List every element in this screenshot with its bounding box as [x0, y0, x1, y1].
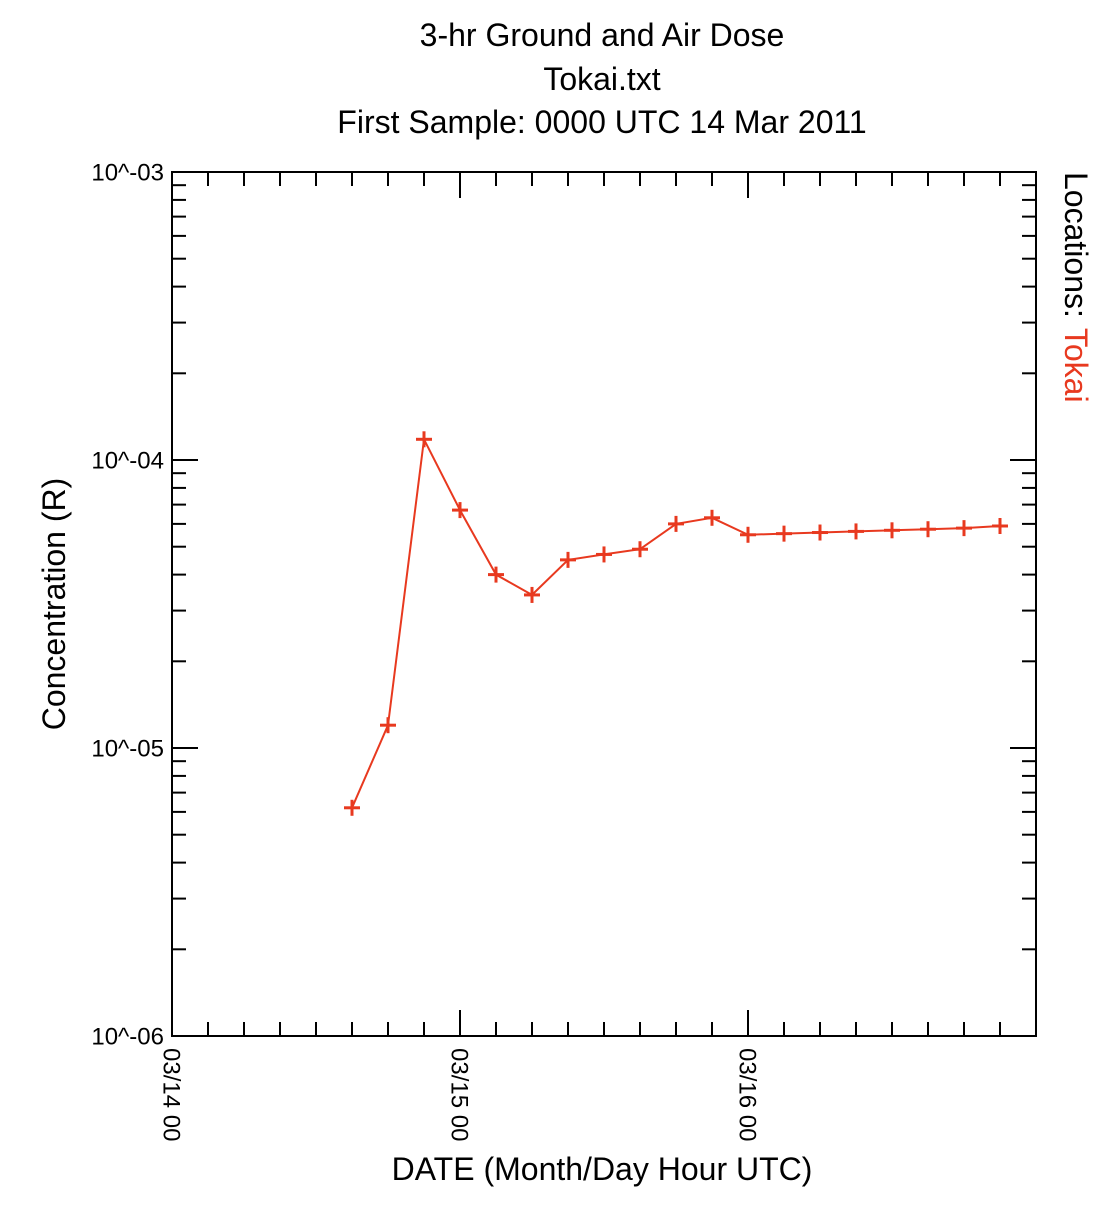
y-tick-label: 10^-06 [91, 1023, 164, 1050]
data-point [776, 525, 792, 542]
y-axis-label: Concentration (R) [36, 478, 72, 731]
data-point [920, 521, 936, 538]
x-tick-label: 03/16 00 [734, 1048, 761, 1141]
data-point [596, 546, 612, 563]
plot-area-frame [171, 171, 1037, 1037]
legend: Locations: Tokai [1058, 172, 1094, 403]
data-point [344, 799, 360, 816]
data-point [992, 517, 1008, 534]
data-point [704, 509, 720, 526]
data-point [740, 526, 756, 543]
data-point [416, 431, 432, 448]
title-line: First Sample: 0000 UTC 14 Mar 2011 [337, 104, 866, 140]
data-point [560, 551, 576, 568]
y-axis-tick-labels: 10^-06 10^-05 10^-04 10^-03 [91, 159, 164, 1050]
x-axis-label: DATE (Month/Day Hour UTC) [392, 1151, 813, 1187]
x-axis-tick-labels: 03/14 00 03/15 00 03/16 00 [158, 1048, 761, 1141]
y-axis-ticks [172, 171, 1036, 1037]
x-tick-label: 03/15 00 [446, 1048, 473, 1141]
series-line [351, 435, 1001, 809]
svg-text:Locations:Tokai: Locations: Tokai [1058, 172, 1094, 403]
y-tick-label: 10^-03 [91, 159, 164, 186]
legend-prefix: Locations: [1058, 172, 1094, 318]
title-line: 3-hr Ground and Air Dose [420, 17, 785, 53]
data-point [848, 523, 864, 540]
data-point [884, 522, 900, 539]
title-line: Tokai.txt [543, 61, 660, 97]
data-point [956, 520, 972, 537]
data-point [632, 541, 648, 558]
data-point [380, 717, 396, 734]
series-tokai [344, 431, 1008, 816]
chart-title: 3-hr Ground and Air Dose Tokai.txt First S… [337, 17, 866, 140]
x-tick-label: 03/14 00 [158, 1048, 185, 1141]
legend-series-tokai: Tokai [1058, 328, 1094, 403]
data-point [812, 524, 828, 541]
data-point [488, 566, 504, 583]
data-point [524, 586, 540, 603]
data-point [668, 515, 684, 532]
data-point [452, 502, 468, 519]
x-axis-ticks [207, 172, 1001, 1036]
y-tick-label: 10^-05 [91, 735, 164, 762]
y-tick-label: 10^-04 [91, 447, 164, 474]
